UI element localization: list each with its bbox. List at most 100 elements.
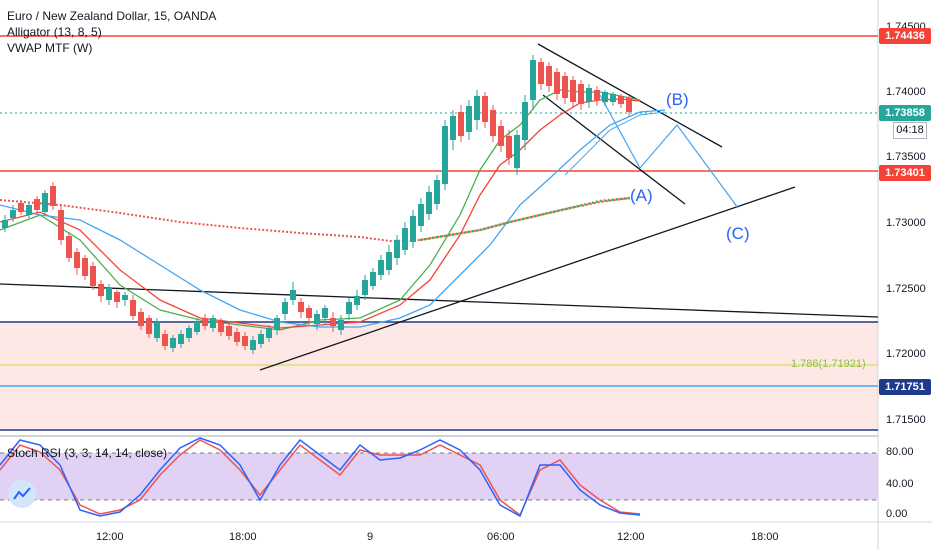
candle-body	[218, 322, 224, 332]
price-tick: 1.72500	[886, 283, 926, 295]
candle-body	[482, 96, 488, 122]
candle-body	[610, 94, 616, 102]
candle-body	[506, 136, 512, 158]
candle-body	[586, 88, 592, 102]
chart-legend: Euro / New Zealand Dollar, 15, OANDA All…	[7, 8, 216, 56]
candle-body	[394, 240, 400, 258]
last-price-tag: 1.73858	[879, 105, 931, 121]
candle-body	[42, 193, 48, 212]
vwap-indicator-label[interactable]: VWAP MTF (W)	[7, 41, 93, 55]
candle-body	[298, 302, 304, 312]
candle-body	[202, 318, 208, 326]
wave-b-label[interactable]: (B)	[666, 90, 689, 109]
candle-body	[338, 320, 344, 330]
candle-body	[186, 328, 192, 338]
candle-body	[594, 90, 600, 100]
alligator-jaw-line	[0, 109, 666, 328]
candle-body	[90, 266, 96, 286]
candle-body	[194, 322, 200, 332]
candle-body	[114, 292, 120, 302]
candle-body	[618, 96, 624, 104]
candle-body	[626, 98, 632, 112]
candle-body	[426, 192, 432, 214]
time-tick: 06:00	[487, 531, 515, 543]
candle-body	[418, 204, 424, 226]
symbol-title[interactable]: Euro / New Zealand Dollar, 15, OANDA	[7, 9, 217, 23]
candle-body	[130, 300, 136, 316]
alligator-indicator-label[interactable]: Alligator (13, 8, 5)	[7, 25, 102, 39]
candle-body	[330, 318, 336, 326]
candle-body	[170, 338, 176, 348]
bar-countdown: 04:18	[893, 122, 927, 139]
candle-body	[490, 110, 496, 136]
candle-body	[450, 116, 456, 140]
candle-body	[538, 62, 544, 84]
candle-body	[442, 126, 448, 184]
candle-body	[26, 205, 32, 215]
candle-body	[306, 308, 312, 318]
candle-body	[570, 80, 576, 102]
candle-body	[162, 334, 168, 346]
rsi-band	[0, 453, 878, 500]
vwap-line-red	[0, 197, 631, 243]
tradingview-logo-icon[interactable]	[8, 480, 36, 508]
resistance-price-tag: 1.74436	[879, 28, 931, 44]
candle-body	[314, 314, 320, 324]
alligator-teeth-line	[0, 98, 641, 329]
candle-body	[106, 288, 112, 300]
rsi-tick: 0.00	[886, 508, 908, 520]
candle-body	[410, 216, 416, 242]
candle-body	[122, 295, 128, 300]
candle-body	[434, 180, 440, 204]
price-tick: 1.72000	[886, 348, 926, 360]
candle-body	[138, 312, 144, 326]
wave-a-label[interactable]: (A)	[630, 186, 653, 205]
candle-body	[514, 135, 520, 168]
candle-body	[210, 318, 216, 328]
channel-lower-line	[542, 94, 686, 205]
time-tick: 12:00	[617, 531, 645, 543]
time-tick: 9	[367, 531, 374, 543]
candle-body	[242, 336, 248, 346]
candle-body	[282, 302, 288, 314]
candle-body	[458, 112, 464, 136]
candle-body	[354, 296, 360, 305]
resistance-price-tag-2: 1.73401	[879, 165, 931, 181]
price-tick: 1.73500	[886, 151, 926, 163]
candle-body	[602, 92, 608, 102]
time-tick: 18:00	[229, 531, 257, 543]
time-tick: 18:00	[751, 531, 779, 543]
candle-body	[250, 340, 256, 350]
candle-body	[554, 72, 560, 94]
wave-projection-path	[599, 94, 739, 209]
candle-body	[474, 96, 480, 120]
stoch-rsi-d-line	[0, 439, 641, 517]
candle-body	[34, 199, 40, 210]
price-tick: 1.74000	[886, 86, 926, 98]
candle-body	[258, 334, 264, 344]
candle-body	[154, 322, 160, 338]
candle-body	[58, 210, 64, 240]
fib-level-label: 1.786(1.71921)	[791, 358, 866, 370]
candle-body	[98, 284, 104, 296]
price-tick: 1.73000	[886, 217, 926, 229]
rising-trend-line	[259, 186, 796, 371]
channel-upper-line	[537, 43, 723, 148]
candle-body	[386, 252, 392, 270]
support-zone	[0, 322, 878, 386]
candle-body	[346, 302, 352, 314]
candle-body	[362, 280, 368, 295]
stoch-rsi-label[interactable]: Stoch RSI (3, 3, 14, 14, close)	[7, 446, 168, 460]
candle-body	[562, 76, 568, 98]
candle-body	[522, 102, 528, 140]
candle-body	[578, 84, 584, 104]
support-price-tag: 1.71751	[879, 379, 931, 395]
candle-body	[82, 258, 88, 276]
candle-body	[530, 60, 536, 100]
wave-c-label[interactable]: (C)	[726, 224, 750, 243]
candle-body	[178, 334, 184, 344]
candle-body	[274, 318, 280, 330]
candle-body	[266, 328, 272, 338]
